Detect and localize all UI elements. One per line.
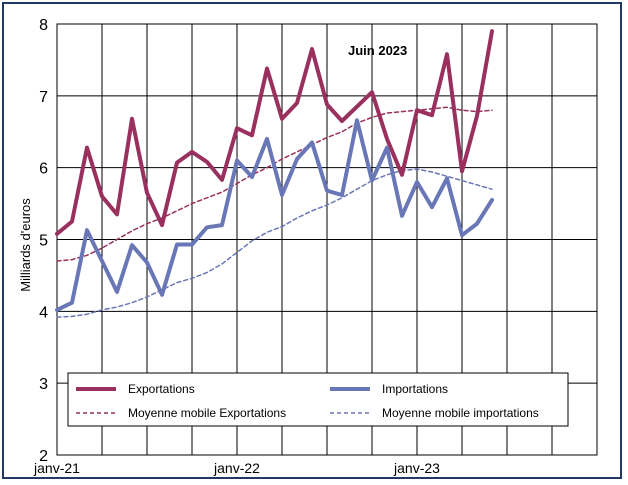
legend-label-1: Importations bbox=[382, 382, 448, 396]
legend-label-0: Exportations bbox=[128, 382, 195, 396]
legend-label-2: Moyenne mobile Exportations bbox=[128, 406, 286, 420]
y-tick-label: 4 bbox=[39, 304, 48, 321]
y-tick-label: 8 bbox=[39, 17, 48, 34]
x-tick-labels: janv-21 janv-22 janv-23 bbox=[33, 460, 440, 476]
legend-label-3: Moyenne mobile importations bbox=[382, 406, 539, 420]
legend: Exportations Importations Moyenne mobile E… bbox=[67, 372, 569, 427]
y-tick-label: 3 bbox=[39, 376, 48, 393]
plot-area bbox=[56, 23, 598, 456]
x-tick-label: janv-21 bbox=[33, 460, 80, 476]
y-tick-label: 7 bbox=[39, 89, 48, 106]
series-lines bbox=[55, 29, 494, 318]
series-line-1 bbox=[55, 118, 494, 312]
y-axis-label: Milliards d'euros bbox=[18, 198, 33, 292]
chart-annotation: Juin 2023 bbox=[348, 43, 407, 58]
series-line-3 bbox=[56, 168, 493, 318]
y-tick-labels: 2 3 4 5 6 7 8 bbox=[39, 17, 48, 465]
axes bbox=[56, 23, 598, 456]
y-tick-label: 6 bbox=[39, 161, 48, 178]
x-tick-label: janv-22 bbox=[213, 460, 260, 476]
legend-box bbox=[67, 372, 569, 427]
series-line-0 bbox=[55, 29, 494, 236]
y-tick-label: 5 bbox=[39, 233, 48, 250]
x-tick-label: janv-23 bbox=[393, 460, 440, 476]
y-tick-label: 2 bbox=[39, 448, 48, 465]
